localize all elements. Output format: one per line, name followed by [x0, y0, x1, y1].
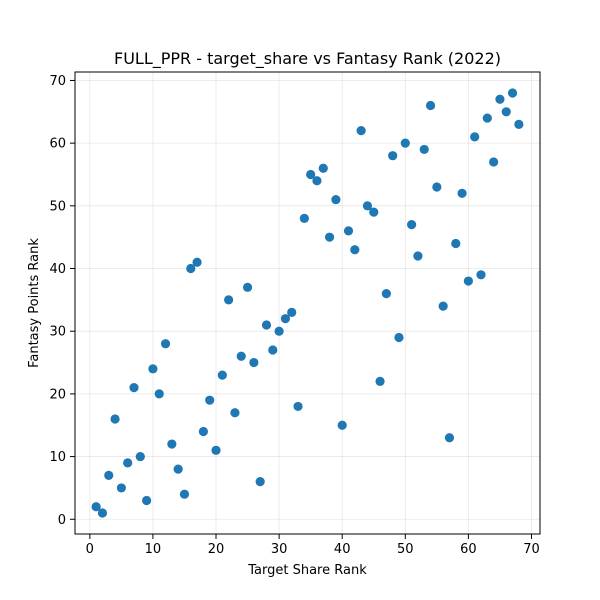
scatter-point: [129, 383, 139, 393]
scatter-point: [381, 288, 391, 299]
scatter-point: [280, 314, 291, 324]
scatter-point: [173, 464, 183, 474]
scatter-point: [507, 88, 518, 98]
scatter-point: [123, 458, 133, 468]
scatter-point: [324, 232, 335, 242]
scatter-point: [293, 401, 303, 412]
scatter-point: [217, 370, 227, 380]
y-tick-label: 60: [49, 137, 66, 152]
scatter-point: [274, 326, 284, 336]
scatter-point: [116, 483, 126, 493]
scatter-point: [489, 157, 499, 167]
scatter-point: [356, 126, 366, 136]
scatter-point: [211, 445, 221, 455]
scatter-point: [104, 470, 114, 480]
scatter-point: [495, 94, 505, 104]
scatter-point: [394, 332, 404, 343]
x-tick-label: 50: [397, 542, 414, 557]
scatter-point: [97, 508, 108, 518]
scatter-point: [236, 351, 246, 361]
scatter-point: [432, 182, 442, 192]
scatter-point: [230, 408, 240, 418]
scatter-point: [476, 270, 486, 280]
scatter-point: [167, 439, 177, 449]
scatter-point: [400, 138, 410, 148]
scatter-point: [362, 201, 373, 211]
scatter-point: [501, 107, 511, 117]
x-tick-label: 60: [460, 542, 477, 557]
scatter-point: [110, 414, 120, 424]
scatter-point: [299, 213, 309, 223]
scatter-point: [514, 119, 524, 129]
scatter-point: [224, 295, 234, 305]
scatter-point: [142, 495, 152, 506]
y-tick-label: 70: [49, 74, 66, 89]
scatter-point: [255, 477, 265, 487]
scatter-point: [198, 426, 208, 437]
scatter-point: [192, 257, 202, 267]
y-tick-label: 40: [49, 262, 66, 277]
chart-title: FULL_PPR - target_share vs Fantasy Rank …: [114, 49, 501, 69]
scatter-point: [388, 151, 398, 161]
scatter-point: [463, 276, 473, 286]
scatter-point: [343, 226, 354, 236]
y-tick-label: 0: [58, 513, 66, 528]
y-tick-label: 30: [49, 325, 66, 340]
x-tick-label: 20: [208, 542, 225, 557]
scatter-point: [179, 489, 190, 499]
y-tick-label: 10: [49, 450, 66, 465]
scatter-point: [337, 420, 347, 430]
scatter-point: [186, 263, 196, 274]
points-layer: [91, 88, 524, 518]
scatter-point: [413, 251, 423, 261]
y-tick-label: 20: [49, 387, 66, 402]
scatter-point: [375, 376, 385, 386]
scatter-point: [318, 163, 328, 173]
x-tick-label: 0: [86, 542, 94, 557]
scatter-point: [148, 364, 158, 374]
scatter-point: [287, 307, 297, 318]
scatter-point: [425, 100, 436, 111]
plot-frame: [74, 71, 541, 535]
x-tick-label: 70: [523, 542, 540, 557]
scatter-point: [205, 395, 215, 405]
x-tick-label: 40: [334, 542, 351, 557]
scatter-point: [306, 169, 316, 180]
scatter-point: [444, 433, 455, 443]
x-axis-label: Target Share Rank: [247, 563, 367, 578]
scatter-point: [268, 345, 278, 355]
scatter-point: [407, 220, 417, 230]
x-tick-label: 10: [145, 542, 162, 557]
scatter-point: [160, 339, 171, 349]
y-tick-label: 50: [49, 199, 66, 214]
scatter-point: [419, 144, 429, 155]
scatter-point: [369, 207, 379, 217]
y-axis-label: Fantasy Points Rank: [27, 238, 42, 368]
scatter-point: [261, 320, 272, 330]
scatter-point: [154, 389, 164, 399]
grid-layer: [75, 72, 540, 534]
scatter-point: [470, 132, 480, 142]
scatter-point: [135, 451, 145, 462]
x-tick-label: 30: [271, 542, 288, 557]
scatter-point: [438, 301, 448, 311]
scatter-point: [249, 357, 259, 368]
scatter-point: [91, 502, 101, 512]
scatter-point: [331, 194, 341, 205]
scatter-point: [312, 176, 322, 186]
scatter-point: [350, 245, 360, 255]
scatter-point: [451, 238, 461, 249]
ticks-layer: 0 10 20 30 40 50 60 70 0 10 20 30 40 50 60 70: [49, 74, 539, 557]
scatter-point: [242, 282, 253, 292]
scatter-point: [482, 113, 492, 123]
scatter-point: [457, 188, 467, 198]
